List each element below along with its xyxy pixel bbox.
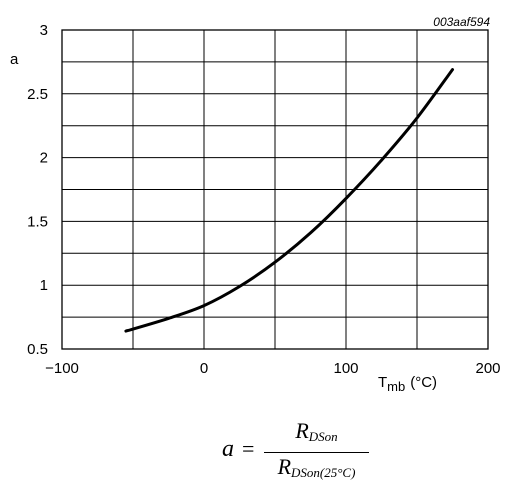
x-axis-label-unit: (°C): [410, 374, 437, 391]
chart: −100 0 100 200 0.5 1 1.5 2 2.5 3 a 003aaf594 Tmb…: [10, 15, 501, 394]
plot-frame: [61, 29, 489, 350]
formula-fraction: RDSon RDSon(25°C): [264, 418, 369, 485]
y-tick-label: 2: [40, 150, 48, 167]
y-tick-label: 2.5: [27, 86, 48, 103]
y-tick-label: 3: [40, 22, 48, 39]
formula-denominator: RDSon(25°C): [264, 455, 369, 485]
denominator-sub: DSon(25°C): [291, 465, 356, 480]
numerator-sub: DSon: [308, 429, 338, 444]
x-axis-label: Tmb (°C): [378, 374, 437, 394]
x-tick-label: 0: [200, 360, 208, 377]
y-tick-label: 1.5: [27, 213, 48, 230]
numerator-main: R: [295, 418, 309, 443]
formula-equals: =: [242, 436, 255, 461]
formula-numerator: RDSon: [264, 418, 369, 450]
x-axis-label-main: T: [378, 374, 387, 391]
x-tick-label: −100: [45, 360, 79, 377]
series-line: [124, 68, 454, 333]
denominator-main: R: [277, 454, 292, 479]
y-tick-label: 1: [40, 277, 48, 294]
formula-lhs: a: [222, 436, 234, 462]
y-axis-label: a: [10, 51, 19, 68]
x-tick-labels: −100 0 100 200: [45, 360, 500, 377]
formula: a = RDSon RDSon(25°C): [222, 418, 369, 480]
grid: [62, 30, 488, 349]
y-tick-label: 0.5: [27, 341, 48, 358]
y-tick-labels: 0.5 1 1.5 2 2.5 3: [27, 22, 48, 358]
fraction-bar: [264, 452, 369, 453]
x-axis-label-sub: mb: [387, 379, 405, 394]
chart-identifier: 003aaf594: [433, 15, 490, 29]
x-tick-label: 200: [475, 360, 500, 377]
x-tick-label: 100: [333, 360, 358, 377]
